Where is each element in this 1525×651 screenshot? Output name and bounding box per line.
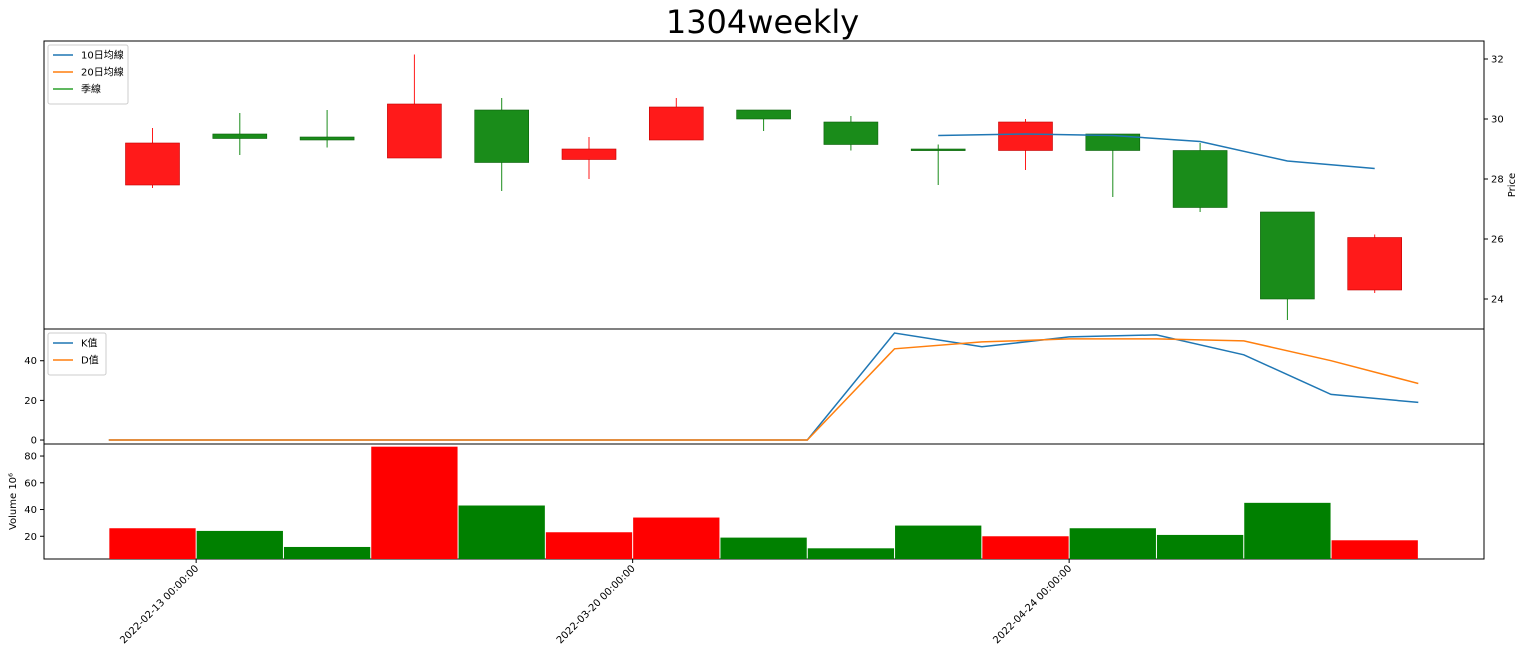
volume-bar (633, 517, 720, 559)
price-ytick-label: 30 (1491, 115, 1504, 126)
candle-body (1172, 150, 1228, 208)
candle-body (736, 109, 791, 120)
chart-title: 1304weekly (665, 3, 860, 41)
x-tick-label: 2022-03-20 00:00:00 (555, 563, 638, 646)
candle-body (299, 136, 355, 141)
volume-ylabel: Volume 10⁶ (8, 473, 19, 530)
volume-bar (545, 532, 633, 559)
candle (648, 98, 704, 141)
candle (561, 137, 617, 179)
candle (387, 54, 442, 159)
candle-body (998, 121, 1053, 151)
candle-body (648, 106, 704, 141)
candle-body (823, 121, 879, 145)
x-axis: 2022-02-13 00:00:00 2022-03-20 00:00:00 20… (118, 559, 1074, 646)
candle (1172, 143, 1228, 212)
candle (998, 119, 1053, 170)
legend-label: 20日均線 (81, 66, 124, 79)
price-ytick-label: 32 (1491, 55, 1504, 66)
ma-line (938, 133, 1375, 170)
volume-bar (458, 505, 545, 559)
candle (212, 113, 268, 155)
candle (1085, 133, 1141, 197)
x-tick-label: 2022-02-13 00:00:00 (118, 563, 201, 646)
volume-bar (371, 446, 458, 559)
candle-body (387, 103, 442, 159)
candle-body (1347, 237, 1402, 291)
volume-bar (283, 546, 371, 559)
candle (823, 116, 879, 151)
candle (1347, 234, 1402, 293)
candle-body (125, 142, 180, 186)
kd-ytick-label: 20 (24, 396, 37, 407)
volume-panel: 20 40 60 80 Volume 10⁶ (8, 443, 1485, 560)
volume-ytick-label: 60 (24, 478, 37, 489)
candle (125, 128, 180, 188)
candle (299, 110, 355, 148)
kd-line (108, 338, 1419, 441)
candle-body (1085, 133, 1141, 151)
x-tick-label: 2022-04-24 00:00:00 (991, 563, 1074, 646)
candle (1260, 211, 1315, 320)
volume-bar (1331, 540, 1418, 559)
price-ytick-label: 26 (1491, 235, 1504, 246)
volume-ytick-label: 20 (24, 532, 37, 543)
volume-bar (720, 537, 807, 559)
candle (474, 98, 530, 191)
legend-label: D值 (81, 354, 99, 367)
volume-bar (807, 548, 895, 559)
candle-body (474, 109, 530, 163)
kd-ytick-label: 0 (31, 436, 37, 447)
kd-ytick-label: 40 (24, 356, 37, 367)
kd-panel: 0 20 40 K值 D值 (24, 328, 1485, 447)
candle-body (212, 133, 268, 139)
price-ytick-label: 28 (1491, 175, 1504, 186)
volume-bar (1244, 502, 1331, 559)
candle (910, 144, 966, 185)
volume-bar (109, 528, 196, 559)
price-ytick-label: 24 (1491, 295, 1504, 306)
candle-body (910, 148, 966, 151)
volume-ytick-label: 40 (24, 505, 37, 516)
candle (736, 109, 791, 131)
kd-line (108, 332, 1419, 441)
legend-label: 10日均線 (81, 49, 124, 62)
volume-ytick-label: 80 (24, 452, 37, 463)
candle-body (1260, 211, 1315, 300)
price-ylabel: Price (1507, 173, 1518, 197)
kd-legend: K值 D值 (47, 332, 107, 376)
volume-bar (895, 525, 982, 559)
legend-label: 季線 (81, 83, 101, 96)
volume-bar (1069, 528, 1156, 559)
volume-bar (982, 536, 1069, 559)
legend-label: K值 (81, 337, 98, 350)
candle-body (561, 148, 617, 160)
volume-bar (196, 530, 283, 559)
volume-bar (1156, 534, 1244, 559)
